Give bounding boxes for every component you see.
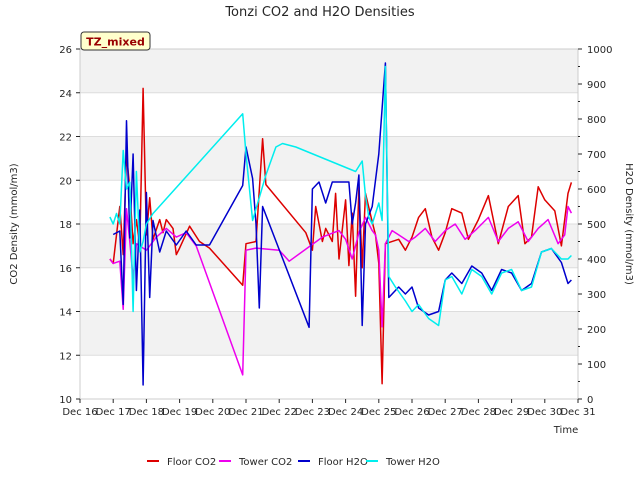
x-tick-label: Dec 23 [295,407,330,418]
right-tick-label: 1000 [587,45,612,56]
series-line-tower-h2o [109,65,572,327]
x-tick-label: Dec 31 [560,407,595,418]
left-tick-label: 14 [59,308,72,319]
background-band [80,136,578,181]
x-tick-label: Dec 27 [428,407,463,418]
y-axis-label-left: CO2 Density (mmol/m3) [9,163,20,284]
right-tick-label: 0 [587,395,593,406]
right-tick-label: 900 [587,80,606,91]
site-badge: TZ_mixed [80,31,151,51]
x-tick-label: Dec 19 [162,407,197,418]
right-tick-label: 200 [587,325,606,336]
x-tick-label: Dec 17 [96,407,131,418]
x-tick-label: Dec 24 [328,407,363,418]
legend: Floor CO2 Tower CO2 Floor H2O Tower H2O [147,457,440,468]
background-band [80,180,578,224]
legend-label: Tower H2O [385,457,440,468]
left-tick-label: 26 [59,45,72,56]
series-lines [109,62,573,386]
x-tick-label: Dec 26 [394,407,429,418]
left-axis: 10 12 14 16 18 20 22 24 26 [59,45,80,406]
background-band [80,267,578,312]
left-tick-label: 16 [59,264,72,275]
left-tick-label: 24 [59,89,72,100]
series-line-floor-h2o [112,62,572,386]
chart-title: Tonzi CO2 and H2O Densities [224,5,415,20]
x-tick-label: Dec 30 [527,407,562,418]
left-tick-label: 20 [59,176,72,187]
x-tick-label: Dec 22 [262,407,297,418]
right-tick-label: 800 [587,115,606,126]
x-tick-label: Dec 18 [129,407,164,418]
left-tick-label: 22 [59,133,72,144]
background-band [80,92,578,137]
x-tick-label: Dec 21 [228,407,263,418]
x-tick-label: Dec 16 [62,407,97,418]
x-tick-label: Dec 28 [461,407,496,418]
background-band [80,49,578,93]
x-axis-label: Time [553,425,578,436]
x-tick-label: Dec 25 [361,407,396,418]
legend-label: Floor H2O [318,457,368,468]
right-tick-label: 600 [587,185,606,196]
right-tick-label: 400 [587,255,606,266]
x-tick-label: Dec 20 [195,407,230,418]
series-line-floor-co2 [109,87,573,385]
left-tick-label: 12 [59,351,72,362]
left-tick-label: 18 [59,220,72,231]
background-band [80,311,578,356]
site-badge-label: TZ_mixed [86,36,145,49]
y-axis-label-right: H2O Density (mmol/m3) [623,163,634,285]
right-axis: 0 100 200 300 400 500 600 700 800 900 1000 [578,45,612,406]
right-tick-label: 500 [587,220,606,231]
right-tick-label: 300 [587,290,606,301]
right-tick-label: 100 [587,360,606,371]
background-band [80,355,578,399]
legend-label: Floor CO2 [167,457,216,468]
x-tick-label: Dec 29 [494,407,529,418]
right-tick-label: 700 [587,150,606,161]
legend-label: Tower CO2 [238,457,292,468]
left-tick-label: 10 [59,395,72,406]
